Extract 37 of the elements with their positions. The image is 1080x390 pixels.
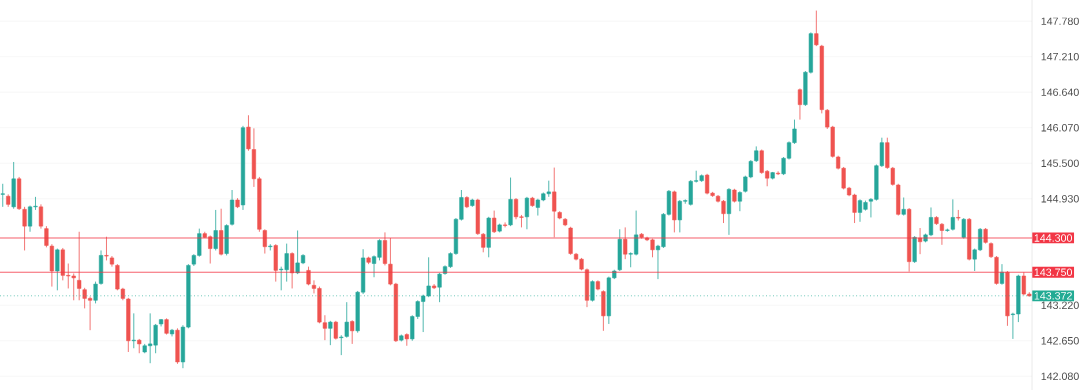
y-tick-label: 146.640 bbox=[1041, 88, 1079, 96]
candlestick bbox=[999, 263, 1005, 286]
candlestick bbox=[262, 228, 267, 254]
ref-line-label: 143.750 bbox=[1034, 268, 1073, 277]
candlestick bbox=[213, 209, 218, 251]
y-tick-label: 144.930 bbox=[1041, 194, 1079, 203]
candlestick bbox=[38, 203, 44, 230]
candlestick bbox=[901, 197, 906, 216]
y-tick-label: 143.220 bbox=[1041, 301, 1079, 310]
ref-line-label: 144.300 bbox=[1034, 234, 1073, 242]
candlestick bbox=[382, 231, 388, 266]
candlestick bbox=[22, 206, 27, 251]
y-tick-label: 142.650 bbox=[1041, 337, 1079, 345]
candlestick bbox=[797, 88, 803, 121]
candlestick bbox=[503, 222, 508, 228]
candlestick bbox=[776, 170, 781, 176]
candlestick bbox=[55, 248, 60, 291]
candlestick bbox=[737, 190, 742, 212]
candlestick bbox=[939, 222, 944, 246]
candlestick bbox=[552, 167, 557, 238]
candlestick bbox=[350, 319, 355, 345]
candlestick bbox=[956, 209, 961, 221]
y-tick-label: 146.070 bbox=[1041, 123, 1079, 132]
candlestick bbox=[77, 231, 82, 301]
y-tick-label: 142.080 bbox=[1041, 372, 1079, 381]
ref-line-label: 143.372 bbox=[1034, 292, 1072, 300]
y-tick-label: 147.780 bbox=[1041, 17, 1079, 25]
candlestick bbox=[492, 210, 497, 234]
candlestick bbox=[623, 226, 628, 260]
y-tick-label: 147.210 bbox=[1041, 52, 1079, 61]
candlestick bbox=[131, 312, 136, 349]
candlestick bbox=[524, 196, 529, 230]
candlestick bbox=[0, 183, 5, 208]
y-tick-label: 145.500 bbox=[1041, 159, 1079, 167]
candlestick bbox=[290, 251, 295, 289]
candlestick bbox=[328, 320, 333, 346]
candlestick bbox=[432, 283, 437, 290]
